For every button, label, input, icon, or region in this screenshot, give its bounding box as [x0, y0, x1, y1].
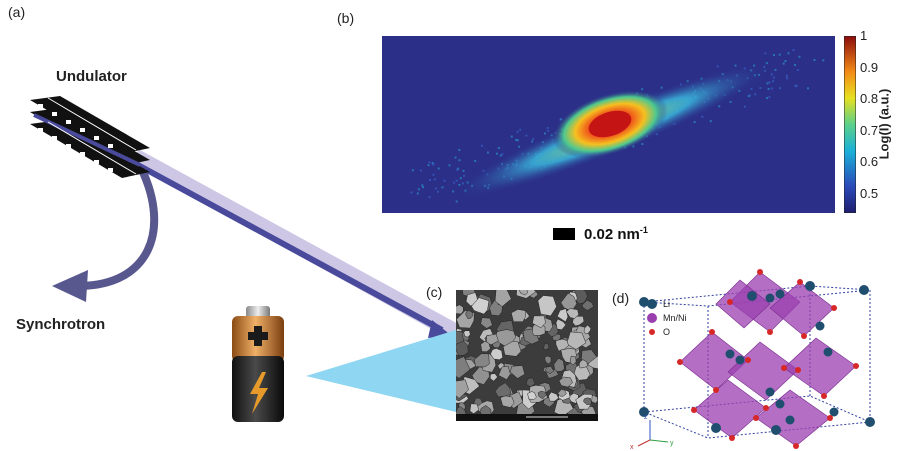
colorbar-tick-label: 0.7	[860, 122, 879, 138]
crystal-structure: z x y	[630, 269, 875, 451]
scale-bar-value: 0.02 nm	[584, 226, 640, 243]
colorbar	[844, 36, 856, 213]
synchrotron-arrow	[79, 168, 159, 290]
undulator-label: Undulator	[56, 68, 127, 85]
synchrotron-label: Synchrotron	[16, 316, 106, 333]
scale-bar-label: 0.02 nm-1	[584, 225, 648, 243]
sem-grains	[456, 290, 598, 421]
synchrotron-arrowhead	[52, 270, 88, 302]
colorbar-tick-label: 0.6	[860, 154, 879, 170]
legend-label-mnni: Mn/Ni	[663, 313, 687, 323]
li-swatch-icon	[647, 299, 657, 309]
colorbar-tick-label: 0.9	[860, 59, 879, 75]
panel-label-b: (b)	[337, 10, 355, 26]
legend-item-li: Li	[647, 297, 687, 311]
diffraction-pattern	[382, 36, 835, 213]
sem-image	[456, 290, 598, 421]
mnni-swatch-icon	[647, 313, 657, 323]
panel-label-d: (d)	[612, 290, 630, 306]
panel-label-a: (a)	[8, 4, 26, 20]
light-cone	[306, 330, 456, 412]
legend-label-li: Li	[663, 299, 671, 309]
axis-x-label: x	[630, 444, 634, 451]
scale-bar	[553, 228, 575, 240]
undulator-icon	[30, 96, 150, 178]
colorbar-title: Log(I) (a.u.)	[876, 88, 892, 160]
scale-bar-exponent: -1	[639, 225, 648, 235]
crystal-legend: Li Mn/Ni O	[647, 297, 687, 339]
legend-item-mnni: Mn/Ni	[647, 311, 687, 325]
legend-item-o: O	[647, 325, 687, 339]
colorbar-tick-label: 1	[860, 28, 868, 43]
o-swatch-icon	[649, 329, 655, 335]
colorbar-tick-label: 0.5	[860, 186, 879, 202]
axis-z-label: z	[644, 414, 648, 421]
xray-beam	[134, 161, 444, 333]
panel-label-c: (c)	[426, 284, 443, 300]
battery-icon	[232, 306, 284, 422]
axis-y-label: y	[670, 440, 674, 447]
colorbar-tick-label: 0.8	[860, 91, 879, 107]
legend-label-o: O	[663, 327, 671, 337]
